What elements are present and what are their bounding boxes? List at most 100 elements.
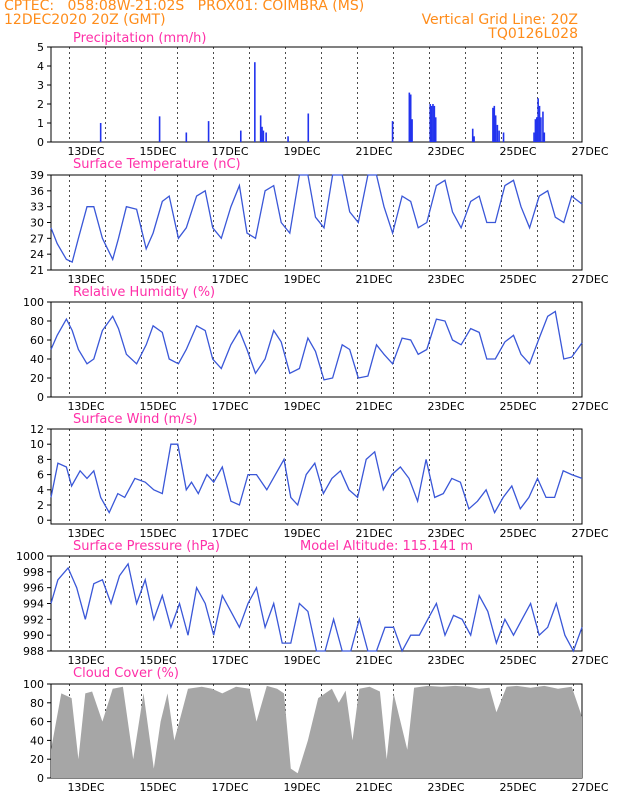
header-model-code: TQ0126L028	[488, 26, 578, 42]
cloud-xtick-label: 19DEC	[283, 781, 320, 794]
wind-frame	[50, 428, 583, 525]
pressure-xtick-label: 17DEC	[211, 654, 248, 667]
wind-ytick-label: 12	[30, 423, 44, 436]
wind-ytick-label: 6	[37, 469, 44, 482]
pressure-ytick-label: 994	[23, 598, 44, 611]
precip-ytick-label: 2	[37, 98, 44, 111]
cloud-xtick-label: 17DEC	[211, 781, 248, 794]
rh-xtick-label: 17DEC	[211, 400, 248, 413]
temp-xtick-label: 25DEC	[499, 273, 536, 286]
pressure-frame	[50, 555, 583, 652]
wind-xtick-label: 27DEC	[571, 527, 608, 540]
wind-xtick-label: 13DEC	[67, 527, 104, 540]
precip-xtick-label: 19DEC	[283, 145, 320, 158]
precip-bar	[535, 117, 538, 142]
temp-ytick-label: 24	[30, 248, 44, 261]
cloud-xtick-label: 15DEC	[139, 781, 176, 794]
temp-title: Surface Temperature (nC)	[73, 157, 241, 172]
wind-line	[50, 443, 583, 515]
precip-bar	[185, 132, 188, 142]
wind-ytick-label: 2	[37, 499, 44, 512]
precip-xtick-label: 27DEC	[571, 145, 608, 158]
precip-ytick-label: 4	[37, 60, 44, 73]
rh-ytick-label: 40	[30, 353, 44, 366]
pressure-xtick-label: 13DEC	[67, 654, 104, 667]
precip-bar	[432, 104, 434, 142]
precip-bar	[411, 119, 413, 142]
precip-xtick-label: 23DEC	[427, 145, 464, 158]
header-date-line: 12DEC2020 20Z (GMT)	[4, 12, 166, 28]
cloud-xtick-label: 23DEC	[427, 781, 464, 794]
wind-title: Surface Wind (m/s)	[73, 412, 197, 427]
wind-xtick-label: 23DEC	[427, 527, 464, 540]
pressure-ytick-label: 992	[23, 613, 44, 626]
rh-xtick-label: 13DEC	[67, 400, 104, 413]
header-station-line: CPTEC: 058:08W-21:02S PROX01: COIMBRA (M…	[4, 0, 365, 14]
precip-bar	[543, 132, 546, 142]
cloud-ytick-label: 0	[37, 772, 44, 785]
pressure-ytick-label: 998	[23, 566, 44, 579]
pressure-title: Surface Pressure (hPa)	[73, 539, 220, 554]
temp-line	[50, 174, 583, 264]
temp-xtick-label: 23DEC	[427, 273, 464, 286]
precip-bar	[391, 121, 394, 142]
precip-bar	[494, 115, 497, 142]
rh-ytick-label: 20	[30, 372, 44, 385]
pressure-ytick-label: 988	[23, 645, 44, 658]
precip-bar	[492, 107, 494, 142]
temp-ytick-label: 39	[30, 169, 44, 182]
wind-ytick-label: 4	[37, 484, 44, 497]
precip-xtick-label: 21DEC	[355, 145, 392, 158]
wind-xtick-label: 15DEC	[139, 527, 176, 540]
precip-xtick-label: 15DEC	[139, 145, 176, 158]
cloud-ytick-label: 40	[30, 734, 44, 747]
precip-bar	[262, 130, 265, 142]
precip-bar	[433, 105, 436, 142]
precip-bar	[158, 116, 161, 142]
cloud-title: Cloud Cover (%)	[73, 666, 179, 681]
header-grid-note: Vertical Grid Line: 20Z	[421, 12, 578, 28]
temp-xtick-label: 21DEC	[355, 273, 392, 286]
temp-xtick-label: 17DEC	[211, 273, 248, 286]
temp-xtick-label: 13DEC	[67, 273, 104, 286]
precip-xtick-label: 25DEC	[499, 145, 536, 158]
precip-bar	[261, 126, 263, 142]
pressure-xtick-label: 19DEC	[283, 654, 320, 667]
pressure-xtick-label: 15DEC	[139, 654, 176, 667]
precip-bar	[502, 132, 505, 142]
cloud-xtick-label: 25DEC	[499, 781, 536, 794]
precip-bar	[534, 119, 537, 142]
wind-ytick-label: 8	[37, 453, 44, 466]
cloud-area	[51, 685, 582, 778]
precip-frame	[50, 46, 583, 143]
rh-xtick-label: 15DEC	[139, 400, 176, 413]
precip-bar	[259, 115, 262, 142]
precip-bar	[533, 132, 535, 142]
cloud-xtick-label: 27DEC	[571, 781, 608, 794]
cloud-ytick-label: 20	[30, 753, 44, 766]
precip-bar	[493, 105, 496, 142]
precip-xtick-label: 13DEC	[67, 145, 104, 158]
precip-bar	[538, 105, 541, 142]
wind-ytick-label: 10	[30, 438, 44, 451]
cloud-xtick-label: 21DEC	[355, 781, 392, 794]
precip-bar	[207, 121, 210, 142]
precip-bar	[496, 124, 499, 142]
precip-bar	[239, 130, 242, 142]
wind-ytick-label: 0	[37, 514, 44, 527]
pressure-ytick-label: 996	[23, 582, 44, 595]
temp-xtick-label: 27DEC	[571, 273, 608, 286]
cloud-ytick-label: 80	[30, 697, 44, 710]
pressure-line	[50, 562, 583, 653]
precip-bar	[99, 123, 102, 142]
rh-xtick-label: 21DEC	[355, 400, 392, 413]
wind-xtick-label: 19DEC	[283, 527, 320, 540]
temp-frame	[50, 174, 583, 271]
rh-xtick-label: 23DEC	[427, 400, 464, 413]
precip-bar	[542, 111, 544, 142]
wind-xtick-label: 25DEC	[499, 527, 536, 540]
precip-bar	[254, 62, 256, 143]
precip-bar	[434, 117, 437, 142]
pressure-xtick-label: 21DEC	[355, 654, 392, 667]
cloud-ytick-label: 100	[23, 678, 44, 691]
